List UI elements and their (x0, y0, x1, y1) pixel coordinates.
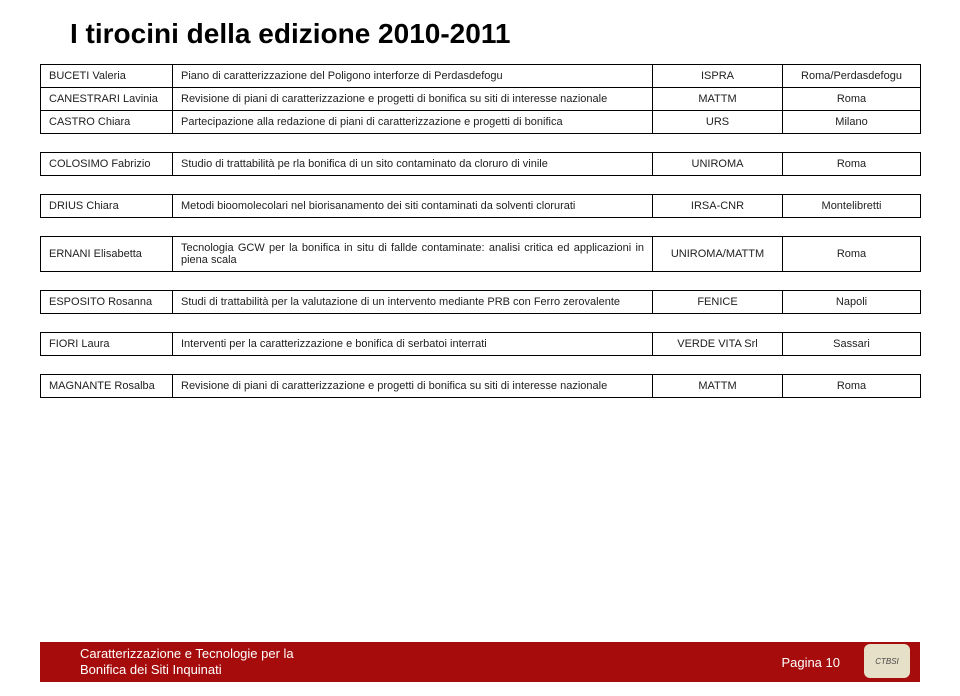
cell-loc: Milano (783, 111, 921, 134)
cell-loc: Roma (783, 153, 921, 176)
internship-table: MAGNANTE RosalbaRevisione di piani di ca… (40, 374, 921, 398)
cell-desc: Interventi per la caratterizzazione e bo… (173, 333, 653, 356)
cell-name: MAGNANTE Rosalba (41, 375, 173, 398)
footer-logo: CTBSI (864, 644, 910, 678)
row-gap (40, 218, 920, 236)
cell-desc: Revisione di piani di caratterizzazione … (173, 375, 653, 398)
cell-org: MATTM (653, 88, 783, 111)
table-row: CASTRO ChiaraPartecipazione alla redazio… (41, 111, 921, 134)
cell-org: MATTM (653, 375, 783, 398)
cell-loc: Roma (783, 375, 921, 398)
table-row: COLOSIMO FabrizioStudio di trattabilità … (41, 153, 921, 176)
cell-desc: Tecnologia GCW per la bonifica in situ d… (173, 237, 653, 272)
cell-desc: Metodi bioomolecolari nel biorisanamento… (173, 195, 653, 218)
cell-org: VERDE VITA Srl (653, 333, 783, 356)
cell-loc: Montelibretti (783, 195, 921, 218)
footer-bar: Caratterizzazione e Tecnologie per la Bo… (40, 642, 920, 682)
table-row: BUCETI ValeriaPiano di caratterizzazione… (41, 65, 921, 88)
cell-name: CASTRO Chiara (41, 111, 173, 134)
row-gap (40, 314, 920, 332)
cell-org: URS (653, 111, 783, 134)
cell-name: CANESTRARI Lavinia (41, 88, 173, 111)
footer-title-line2: Bonifica dei Siti Inquinati (80, 662, 222, 677)
internships-table-wrap: BUCETI ValeriaPiano di caratterizzazione… (40, 64, 920, 416)
cell-name: ERNANI Elisabetta (41, 237, 173, 272)
cell-loc: Sassari (783, 333, 921, 356)
row-gap (40, 134, 920, 152)
cell-org: IRSA-CNR (653, 195, 783, 218)
cell-desc: Piano di caratterizzazione del Poligono … (173, 65, 653, 88)
internship-table: BUCETI ValeriaPiano di caratterizzazione… (40, 64, 921, 134)
cell-desc: Studio di trattabilità pe rla bonifica d… (173, 153, 653, 176)
internship-table: ESPOSITO RosannaStudi di trattabilità pe… (40, 290, 921, 314)
internship-table: FIORI LauraInterventi per la caratterizz… (40, 332, 921, 356)
row-gap (40, 398, 920, 416)
page-title: I tirocini della edizione 2010-2011 (40, 18, 920, 50)
cell-name: COLOSIMO Fabrizio (41, 153, 173, 176)
footer-title: Caratterizzazione e Tecnologie per la Bo… (40, 646, 781, 679)
cell-name: FIORI Laura (41, 333, 173, 356)
row-gap (40, 272, 920, 290)
row-gap (40, 356, 920, 374)
table-row: ESPOSITO RosannaStudi di trattabilità pe… (41, 291, 921, 314)
cell-desc: Studi di trattabilità per la valutazione… (173, 291, 653, 314)
row-gap (40, 176, 920, 194)
internship-table: DRIUS ChiaraMetodi bioomolecolari nel bi… (40, 194, 921, 218)
table-row: MAGNANTE RosalbaRevisione di piani di ca… (41, 375, 921, 398)
cell-org: UNIROMA (653, 153, 783, 176)
cell-loc: Roma (783, 237, 921, 272)
table-row: ERNANI ElisabettaTecnologia GCW per la b… (41, 237, 921, 272)
internship-table: COLOSIMO FabrizioStudio di trattabilità … (40, 152, 921, 176)
cell-desc: Revisione di piani di caratterizzazione … (173, 88, 653, 111)
cell-org: ISPRA (653, 65, 783, 88)
cell-name: DRIUS Chiara (41, 195, 173, 218)
internship-table: ERNANI ElisabettaTecnologia GCW per la b… (40, 236, 921, 272)
table-row: CANESTRARI LaviniaRevisione di piani di … (41, 88, 921, 111)
cell-org: FENICE (653, 291, 783, 314)
footer-title-line1: Caratterizzazione e Tecnologie per la (80, 646, 294, 661)
table-row: FIORI LauraInterventi per la caratterizz… (41, 333, 921, 356)
cell-loc: Roma/Perdasdefogu (783, 65, 921, 88)
cell-name: BUCETI Valeria (41, 65, 173, 88)
cell-desc: Partecipazione alla redazione di piani d… (173, 111, 653, 134)
cell-loc: Roma (783, 88, 921, 111)
cell-name: ESPOSITO Rosanna (41, 291, 173, 314)
table-row: DRIUS ChiaraMetodi bioomolecolari nel bi… (41, 195, 921, 218)
cell-loc: Napoli (783, 291, 921, 314)
cell-org: UNIROMA/MATTM (653, 237, 783, 272)
